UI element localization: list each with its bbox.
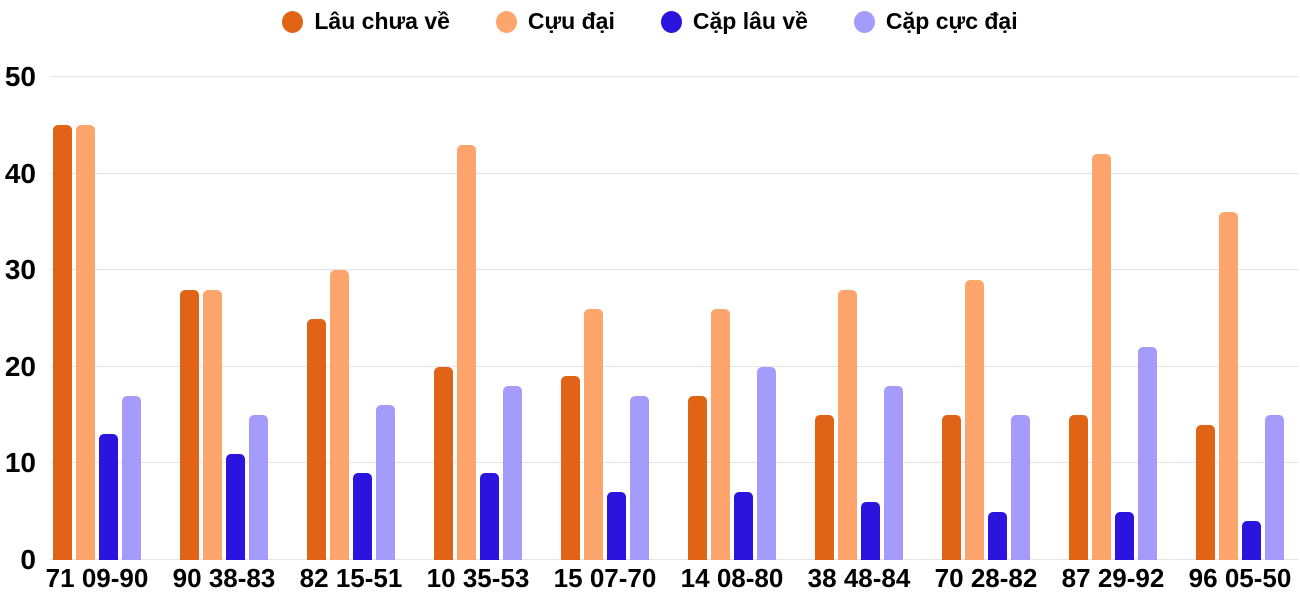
gridline-10 [50,462,1298,464]
x-tick-label: 10 35-53 [426,563,530,593]
bar-series-1-cat-7[interactable] [815,415,834,560]
x-tick-label: 38 48-84 [807,563,911,593]
x-tick-label: 87 29-92 [1061,563,1165,593]
bar-series-2-cat-9[interactable] [1092,154,1111,560]
bar-series-1-cat-2[interactable] [180,289,199,560]
x-label-slot-5: 15 07-70 [554,565,657,591]
bar-series-2-cat-3[interactable] [330,270,349,560]
y-tick-label-40: 40 [4,157,36,189]
bar-series-3-cat-4[interactable] [480,473,499,560]
bar-series-4-cat-10[interactable] [1265,415,1284,560]
bar-series-4-cat-4[interactable] [503,386,522,560]
bar-series-1-cat-10[interactable] [1196,424,1215,560]
y-tick-label-30: 30 [4,254,36,286]
legend-circle-icon [853,10,875,33]
bar-series-2-cat-6[interactable] [711,308,730,560]
gridline-0 [50,559,1298,560]
gridline-50 [50,76,1298,77]
bar-group-8 [942,77,1030,560]
x-tick-label: 70 28-82 [934,563,1038,593]
x-tick-label: 15 07-70 [553,563,657,593]
legend-item-1[interactable]: Lâu chưa về [282,8,450,35]
x-label-slot-6: 14 08-80 [681,565,784,591]
bar-group-9 [1069,77,1157,560]
bar-series-4-cat-5[interactable] [630,395,649,560]
bar-series-2-cat-5[interactable] [584,308,603,560]
bar-series-2-cat-1[interactable] [76,125,95,560]
bar-series-3-cat-5[interactable] [607,492,626,560]
bar-series-3-cat-10[interactable] [1242,521,1261,560]
bar-series-1-cat-8[interactable] [942,415,961,560]
legend-circle-icon [282,10,304,33]
bar-group-6 [688,77,776,560]
bar-series-3-cat-8[interactable] [988,511,1007,560]
bar-group-7 [815,77,903,560]
bar-series-4-cat-2[interactable] [249,415,268,560]
x-tick-label: 96 05-50 [1188,563,1292,593]
x-tick-label: 82 15-51 [299,563,403,593]
gridline-40 [50,172,1298,174]
x-label-slot-9: 87 29-92 [1062,565,1165,591]
bar-series-4-cat-6[interactable] [757,366,776,560]
x-label-slot-2: 90 38-83 [173,565,276,591]
x-tick-label: 90 38-83 [172,563,276,593]
y-tick-label-0: 0 [20,544,36,575]
x-label-slot-10: 96 05-50 [1189,565,1292,591]
bar-series-1-cat-6[interactable] [688,395,707,560]
legend-label: Cặp lâu về [692,8,808,34]
bar-series-3-cat-9[interactable] [1115,511,1134,560]
legend-circle-icon [660,10,682,33]
bar-series-4-cat-1[interactable] [122,395,141,560]
gridline-30 [50,269,1298,271]
bar-series-3-cat-2[interactable] [226,453,245,560]
bar-group-5 [561,77,649,560]
bar-series-3-cat-7[interactable] [861,502,880,560]
bar-series-3-cat-6[interactable] [734,492,753,560]
x-label-slot-7: 38 48-84 [808,565,911,591]
bar-series-4-cat-8[interactable] [1011,415,1030,560]
bar-series-4-cat-7[interactable] [884,386,903,560]
gridline-20 [50,365,1298,367]
x-label-slot-1: 71 09-90 [46,565,149,591]
bar-series-2-cat-8[interactable] [965,279,984,560]
x-label-slot-8: 70 28-82 [935,565,1038,591]
bar-series-2-cat-10[interactable] [1219,212,1238,560]
legend-label: Cựu đại [527,8,615,34]
x-tick-label: 71 09-90 [45,563,149,593]
legend-item-2[interactable]: Cựu đại [495,8,615,35]
bar-series-2-cat-2[interactable] [203,289,222,560]
bar-group-3 [307,77,395,560]
bar-series-1-cat-5[interactable] [561,376,580,560]
x-label-slot-4: 10 35-53 [427,565,530,591]
x-axis-labels: 71 09-90 90 38-83 82 15-51 10 35-53 15 07-70… [46,565,1298,591]
y-tick-label-50: 50 [4,61,36,92]
bar-series-3-cat-3[interactable] [353,473,372,560]
legend-circle-icon [495,10,517,33]
plot-area [50,76,1298,560]
x-label-slot-3: 82 15-51 [300,565,403,591]
bar-series-4-cat-3[interactable] [376,405,395,560]
chart-legend: Lâu chưa về Cựu đại Cặp lâu về Cặp cực đại [0,8,1300,35]
bar-group-10 [1196,77,1284,560]
bar-series-3-cat-1[interactable] [99,434,118,560]
bar-series-1-cat-9[interactable] [1069,415,1088,560]
bars-row [50,77,1298,560]
bar-group-4 [434,77,522,560]
bar-series-4-cat-9[interactable] [1138,347,1157,560]
bar-series-2-cat-4[interactable] [457,144,476,560]
bar-series-1-cat-4[interactable] [434,366,453,560]
bar-group-2 [180,77,268,560]
bar-series-2-cat-7[interactable] [838,289,857,560]
legend-label: Cặp cực đại [885,8,1018,34]
legend-label: Lâu chưa về [314,8,450,34]
legend-item-4[interactable]: Cặp cực đại [853,8,1018,35]
bar-group-1 [53,77,141,560]
x-tick-label: 14 08-80 [680,563,784,593]
y-tick-label-10: 10 [4,447,36,479]
bar-series-1-cat-3[interactable] [307,318,326,560]
bar-series-1-cat-1[interactable] [53,125,72,560]
legend-item-3[interactable]: Cặp lâu về [660,8,808,35]
y-tick-label-20: 20 [4,350,36,382]
